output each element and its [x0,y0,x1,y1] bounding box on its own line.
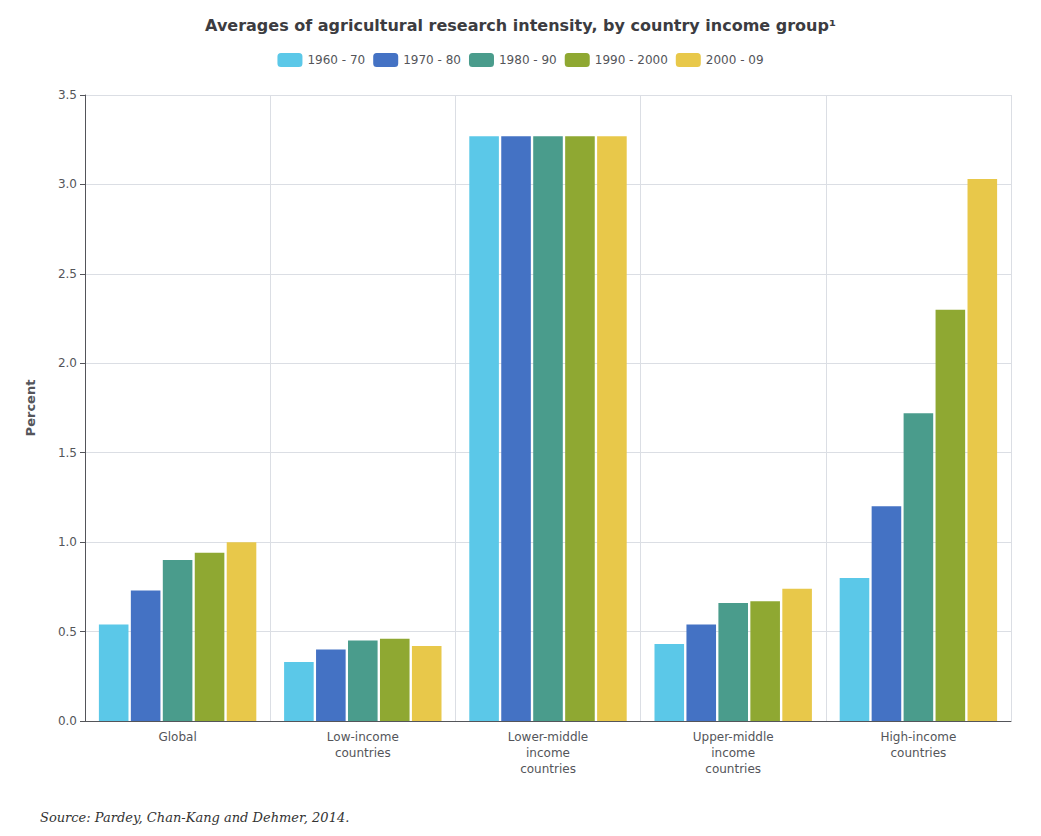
svg-text:income: income [711,746,755,760]
svg-text:3.5: 3.5 [58,88,77,102]
svg-text:1.0: 1.0 [58,535,77,549]
svg-text:Lower-middle: Lower-middle [508,730,588,744]
svg-text:countries: countries [891,746,947,760]
svg-text:1970 - 80: 1970 - 80 [403,53,461,67]
svg-text:2.0: 2.0 [58,356,77,370]
svg-text:0.0: 0.0 [58,714,77,728]
svg-text:1990 - 2000: 1990 - 2000 [595,53,668,67]
svg-text:Low-income: Low-income [327,730,399,744]
svg-text:High-income: High-income [880,730,956,744]
svg-text:Upper-middle: Upper-middle [693,730,774,744]
svg-text:3.0: 3.0 [58,177,77,191]
svg-text:income: income [526,746,570,760]
svg-text:0.5: 0.5 [58,625,77,639]
svg-text:Source: Pardey, Chan-Kang and: Source: Pardey, Chan-Kang and Dehmer, 20… [40,810,349,825]
svg-text:1.5: 1.5 [58,446,77,460]
svg-text:Global: Global [158,730,196,744]
svg-text:countries: countries [335,746,391,760]
svg-text:2.5: 2.5 [58,267,77,281]
svg-text:2000 - 09: 2000 - 09 [706,53,764,67]
svg-text:Percent: Percent [23,380,38,437]
svg-text:Averages of agricultural resea: Averages of agricultural research intens… [205,16,836,35]
svg-text:countries: countries [520,762,576,776]
svg-text:1960 - 70: 1960 - 70 [307,53,365,67]
svg-text:countries: countries [705,762,761,776]
svg-text:1980 - 90: 1980 - 90 [499,53,557,67]
